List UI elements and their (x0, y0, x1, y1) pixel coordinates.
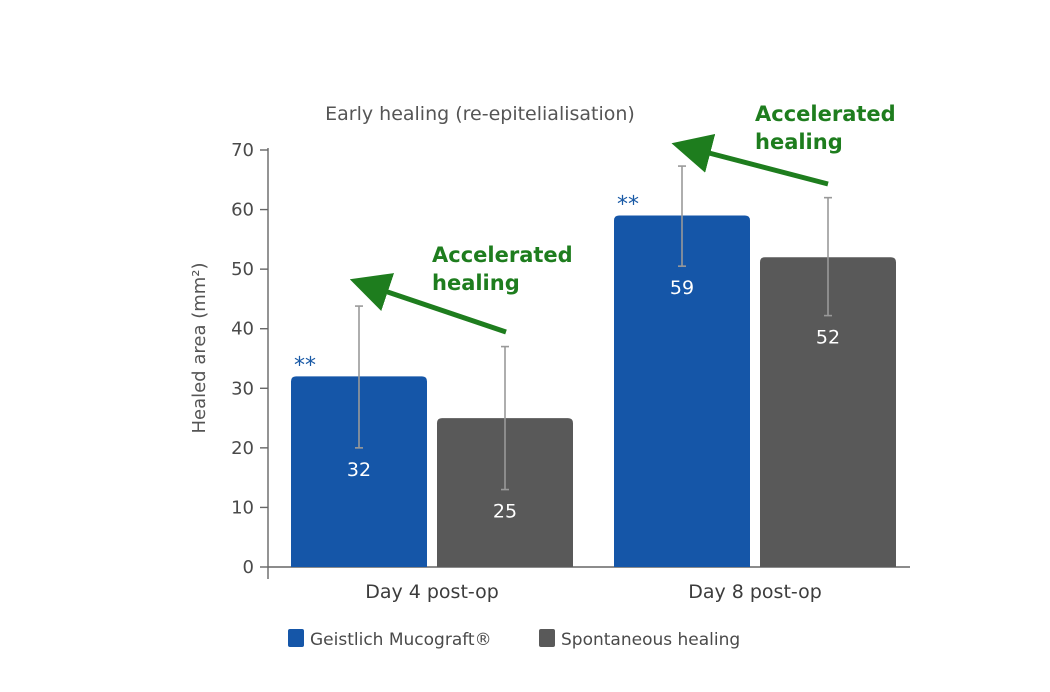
y-tick-label: 20 (231, 438, 254, 459)
annotation-text-line2: healing (432, 271, 520, 295)
chart-title: Early healing (re-epitelialisation) (325, 103, 635, 125)
legend-item: Spontaneous healing (539, 629, 740, 650)
annotation-arrow (671, 133, 829, 187)
y-tick-label: 30 (231, 378, 254, 399)
legend-label: Spontaneous healing (561, 630, 740, 650)
y-tick-label: 0 (243, 557, 254, 578)
bar (760, 257, 896, 567)
y-axis-label: Healed area (mm²) (189, 262, 210, 433)
x-category-label: Day 4 post-op (365, 581, 499, 603)
significance-mark: ** (294, 353, 316, 378)
bar (437, 418, 573, 567)
legend-label: Geistlich Mucograft® (310, 630, 492, 650)
legend-item: Geistlich Mucograft® (288, 629, 492, 650)
y-tick-label: 60 (231, 200, 254, 221)
x-category-label: Day 8 post-op (688, 581, 822, 603)
bar-value-label: 52 (816, 327, 840, 349)
annotations: Accelerated healing Accelerated healing (349, 102, 896, 335)
annotation-accelerated-healing: Accelerated healing (349, 243, 573, 335)
annotation-accelerated-healing: Accelerated healing (671, 102, 896, 187)
legend-swatch (288, 629, 304, 647)
annotation-text-line1: Accelerated (755, 102, 896, 126)
y-tick-label: 10 (231, 497, 254, 518)
y-tick-label: 40 (231, 319, 254, 340)
error-bar (824, 196, 832, 317)
bar-value-label: 59 (670, 277, 694, 299)
bars: Day 4 post-op 32 ** 25 Day 8 post-op 59 ** 52 (291, 165, 896, 603)
y-tick-label: 70 (231, 140, 254, 161)
y-tick-label: 50 (231, 259, 254, 280)
legend: Geistlich Mucograft® Spontaneous healing (288, 629, 740, 650)
annotation-text-line1: Accelerated (432, 243, 573, 267)
bar (291, 376, 427, 567)
error-bar (501, 345, 509, 491)
annotation-text-line2: healing (755, 130, 843, 154)
bar-value-label: 32 (347, 459, 371, 481)
bar-value-label: 25 (493, 501, 517, 523)
bar (614, 215, 750, 567)
annotation-arrow (349, 273, 507, 335)
significance-mark: ** (617, 193, 639, 218)
legend-swatch (539, 629, 555, 647)
